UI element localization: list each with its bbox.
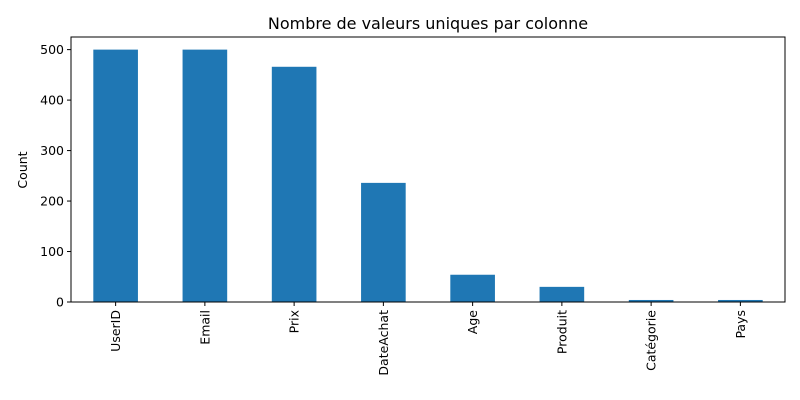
y-axis: 0 100 200 300 400 500 (40, 42, 71, 310)
y-tick-label: 500 (40, 42, 64, 57)
x-tick-label: Prix (287, 310, 302, 333)
x-tick-label: Email (197, 310, 212, 345)
y-axis-label: Count (15, 151, 30, 188)
x-axis: UserID Email Prix DateAchat Age Produit Catégo… (108, 302, 748, 376)
y-tick-label: 0 (56, 295, 64, 310)
x-tick-label: DateAchat (376, 310, 391, 376)
plot-frame (70, 36, 786, 303)
bar-4 (450, 274, 495, 302)
x-tick-label: Pays (733, 310, 748, 339)
y-tick-label: 400 (40, 93, 64, 108)
bar-2 (271, 66, 317, 303)
y-tick-label: 300 (40, 143, 64, 158)
y-tick-label: 200 (40, 194, 64, 209)
bars-group (93, 49, 763, 303)
x-tick-label: Produit (554, 310, 569, 354)
x-tick-label: UserID (108, 310, 123, 352)
chart-title: Nombre de valeurs uniques par colonne (268, 14, 588, 33)
y-tick-label: 100 (40, 244, 64, 259)
bar-3 (361, 182, 406, 302)
x-tick-label: Age (465, 310, 480, 334)
bar-6 (628, 299, 674, 302)
bar-5 (539, 286, 585, 302)
bar-0 (93, 49, 138, 302)
x-tick-label: Catégorie (644, 310, 659, 371)
bar-7 (718, 299, 763, 302)
bar-1 (182, 49, 228, 302)
